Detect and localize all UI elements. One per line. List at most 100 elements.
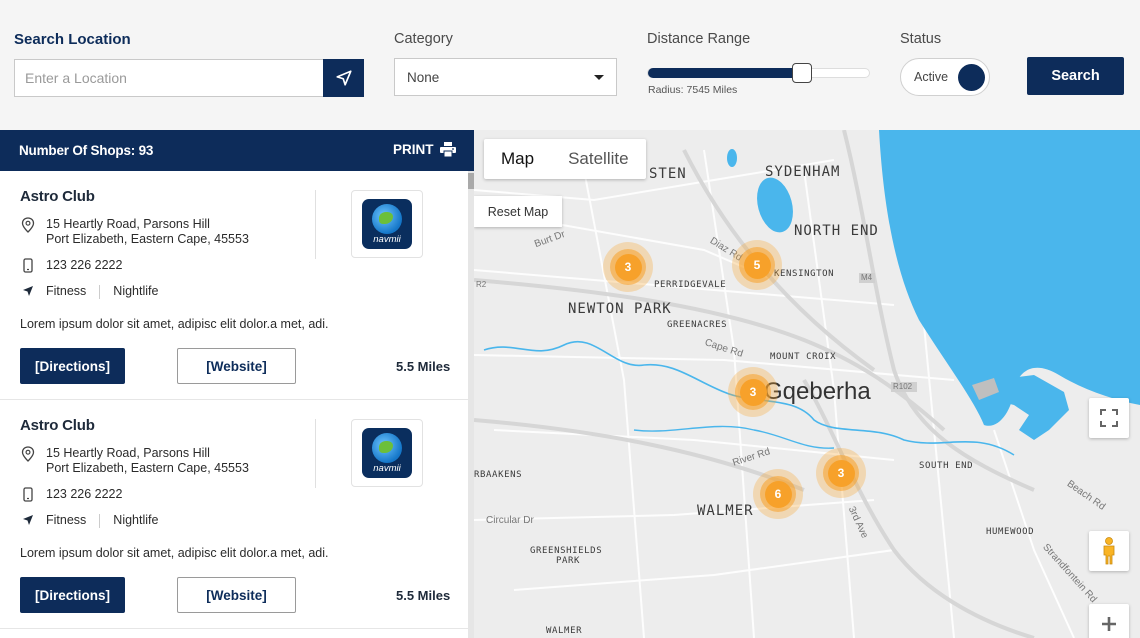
shop-address: 15 Heartly Road, Parsons Hill Port Eliza…	[20, 446, 249, 476]
slider-fill	[648, 68, 802, 78]
shop-tags: Fitness Nightlife	[20, 284, 158, 299]
printer-icon	[439, 142, 456, 157]
reset-map-button[interactable]: Reset Map	[474, 196, 562, 227]
shops-count: Number Of Shops: 93	[19, 143, 154, 158]
map-pin-icon	[21, 217, 35, 233]
directions-button[interactable]: [Directions]	[20, 577, 125, 613]
card-divider	[315, 190, 316, 259]
map-cluster-marker[interactable]: 3	[728, 367, 778, 417]
category-label: Category	[394, 31, 453, 47]
shop-name: Astro Club	[20, 417, 95, 434]
map-pin-icon	[21, 446, 35, 462]
fullscreen-icon	[1100, 409, 1118, 427]
area-label-greenacres: GREENACRES	[667, 320, 728, 330]
radius-text: Radius: 7545 Miles	[648, 84, 738, 96]
map-type-control: Map Satellite	[484, 139, 646, 179]
tag-divider	[99, 513, 101, 528]
list-scrollbar[interactable]	[468, 171, 474, 638]
globe-icon	[372, 204, 402, 234]
cluster-count: 3	[739, 378, 767, 406]
area-label-mount-croix: MOUNT CROIX	[770, 352, 837, 362]
fullscreen-button[interactable]	[1089, 398, 1129, 438]
category-selected-value: None	[407, 69, 440, 85]
map-cluster-marker[interactable]: 5	[732, 240, 782, 290]
distance-range-label: Distance Range	[647, 31, 751, 47]
area-label-kensington: KENSINGTON	[774, 269, 835, 279]
cluster-count: 5	[743, 251, 771, 279]
map-view[interactable]: STEN SYDENHAM NORTH END KENSINGTON PERRI…	[474, 130, 1140, 638]
shop-card: Astro Club 15 Heartly Road, Parsons Hill…	[0, 171, 468, 400]
status-label: Status	[900, 31, 942, 47]
cluster-count: 3	[827, 459, 855, 487]
search-button[interactable]: Search	[1027, 57, 1124, 95]
map-cluster-marker[interactable]: 3	[603, 242, 653, 292]
website-button[interactable]: [Website]	[177, 577, 296, 613]
tag-fitness[interactable]: Fitness	[46, 513, 87, 527]
shop-description: Lorem ipsum dolor sit amet, adipisc elit…	[20, 317, 329, 331]
website-button[interactable]: [Website]	[177, 348, 296, 384]
shop-logo: navmii	[351, 419, 423, 487]
address-line-2: Port Elizabeth, Eastern Cape, 45553	[46, 461, 249, 475]
area-label-newton-park: NEWTON PARK	[568, 301, 672, 317]
map-cluster-marker[interactable]: 3	[816, 448, 866, 498]
road-shield: R102	[893, 382, 913, 391]
print-button[interactable]: PRINT	[393, 142, 456, 157]
tag-divider	[99, 284, 101, 299]
status-toggle-text: Active	[914, 70, 949, 84]
shop-distance: 5.5 Miles	[396, 359, 451, 374]
category-select[interactable]: None	[394, 58, 617, 96]
map-cluster-marker[interactable]: 6	[753, 469, 803, 519]
slider-handle[interactable]	[792, 63, 812, 83]
shop-card: Astro Club 15 Heartly Road, Parsons Hill…	[0, 400, 468, 629]
list-header: Number Of Shops: 93 PRINT	[0, 130, 474, 171]
shop-name: Astro Club	[20, 188, 95, 205]
toggle-knob	[958, 64, 985, 91]
shop-tags: Fitness Nightlife	[20, 513, 158, 528]
area-label-perridgevale: PERRIDGEVALE	[654, 280, 727, 290]
road-shield: R2	[476, 280, 487, 289]
phone-number: 123 226 2222	[46, 487, 123, 501]
area-label-walmer: WALMER	[697, 503, 754, 519]
area-label-south-end: SOUTH END	[919, 461, 974, 471]
globe-icon	[372, 433, 402, 463]
road-label: Circular Dr	[486, 515, 534, 526]
shop-phone: 123 226 2222	[20, 258, 122, 273]
card-divider	[315, 419, 316, 488]
distance-slider[interactable]	[647, 63, 870, 83]
address-line-2: Port Elizabeth, Eastern Cape, 45553	[46, 232, 249, 246]
address-line-1: 15 Heartly Road, Parsons Hill	[46, 217, 210, 231]
tag-nightlife[interactable]: Nightlife	[113, 513, 159, 527]
address-line-1: 15 Heartly Road, Parsons Hill	[46, 446, 210, 460]
map-type-satellite[interactable]: Satellite	[568, 149, 629, 168]
navmii-logo: navmii	[362, 428, 412, 478]
street-view-button[interactable]	[1089, 531, 1129, 571]
shop-description: Lorem ipsum dolor sit amet, adipisc elit…	[20, 546, 329, 560]
area-label-park: PARK	[556, 556, 581, 566]
shop-distance: 5.5 Miles	[396, 588, 451, 603]
locate-button[interactable]	[323, 59, 364, 97]
navigation-arrow-icon	[23, 515, 33, 525]
chevron-down-icon	[594, 74, 604, 80]
phone-number: 123 226 2222	[46, 258, 123, 272]
shop-address: 15 Heartly Road, Parsons Hill Port Eliza…	[20, 217, 249, 247]
tag-fitness[interactable]: Fitness	[46, 284, 87, 298]
logo-text: navmii	[373, 463, 401, 474]
status-toggle[interactable]: Active	[900, 58, 990, 96]
filter-bar: Search Location Category None Distance R…	[0, 0, 1140, 130]
scrollbar-thumb[interactable]	[468, 173, 474, 189]
search-location-label: Search Location	[14, 31, 131, 48]
city-label: Gqeberha	[764, 378, 871, 405]
area-label-humewood: HUMEWOOD	[986, 527, 1035, 537]
zoom-in-button[interactable]	[1089, 604, 1129, 638]
shop-list-panel: Number Of Shops: 93 PRINT Astro Club 15 …	[0, 130, 474, 638]
location-input[interactable]	[14, 59, 324, 97]
area-label-greenshields: GREENSHIELDS	[530, 546, 603, 556]
map-type-map[interactable]: Map	[501, 149, 535, 168]
print-label: PRINT	[393, 142, 434, 157]
shop-phone: 123 226 2222	[20, 487, 122, 502]
area-label-sten: STEN	[649, 166, 687, 182]
tag-nightlife[interactable]: Nightlife	[113, 284, 159, 298]
directions-button[interactable]: [Directions]	[20, 348, 125, 384]
area-label-rbaakens: RBAAKENS	[474, 470, 523, 480]
pegman-icon	[1103, 537, 1115, 565]
